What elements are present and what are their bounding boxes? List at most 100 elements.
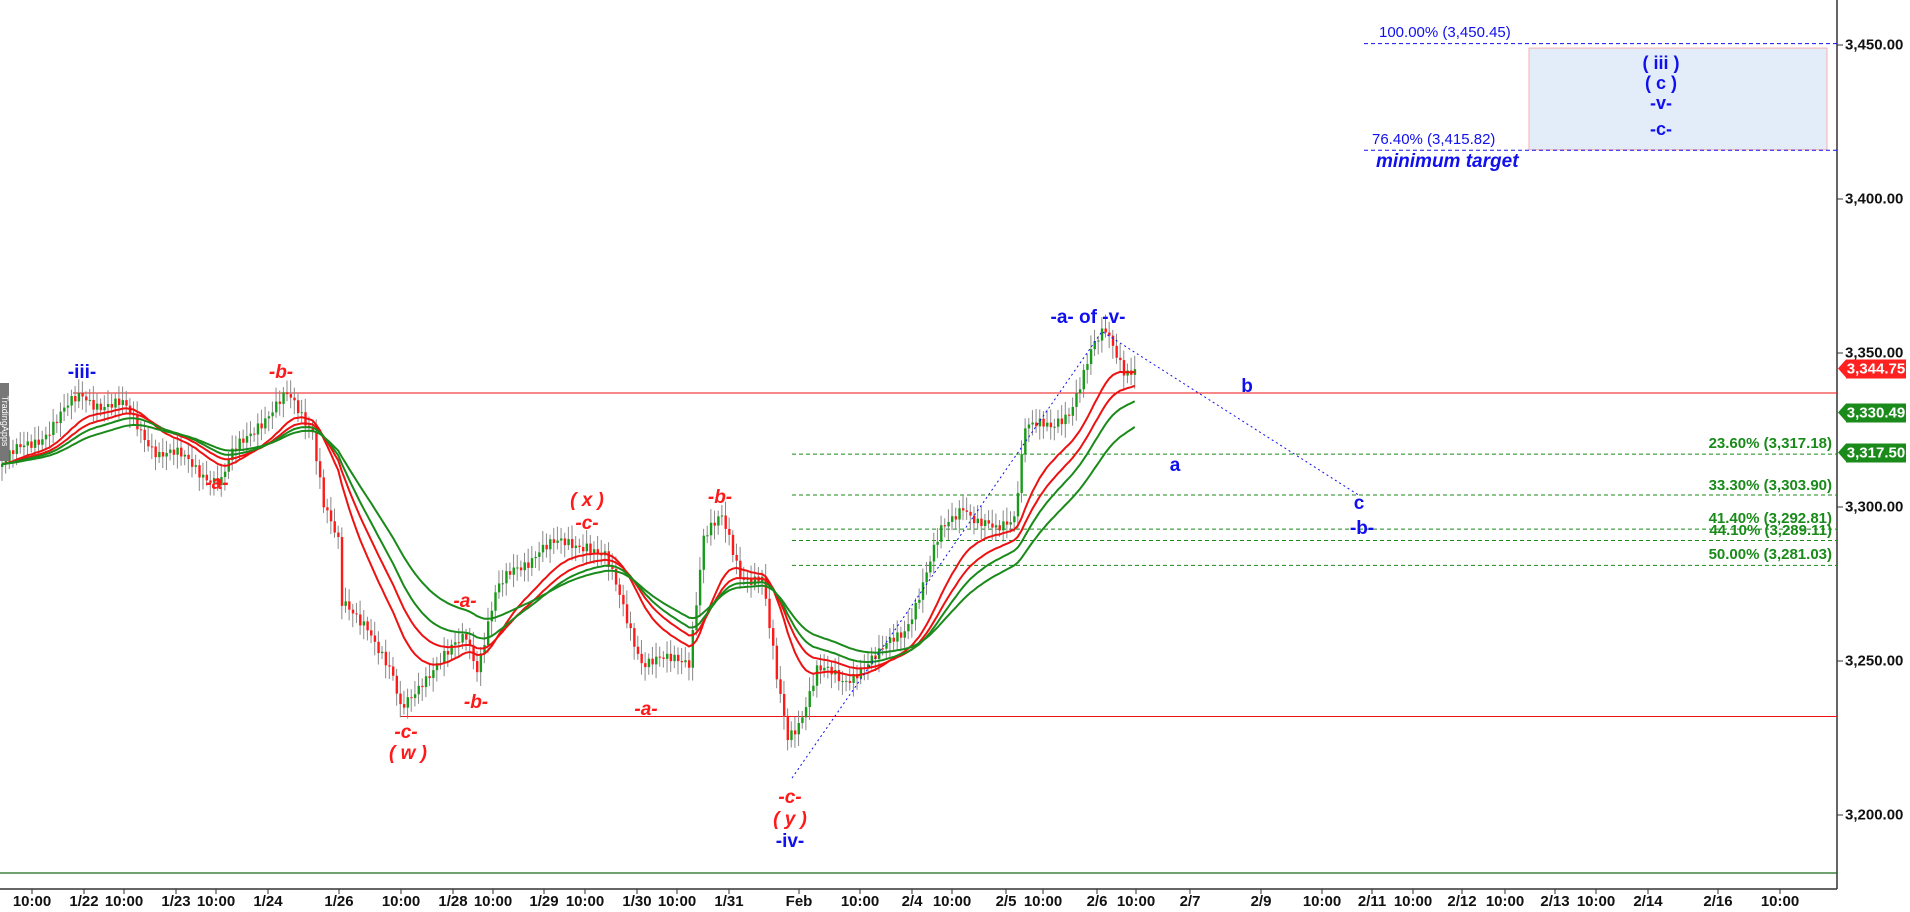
x-tick-label: 1/22 [69, 893, 99, 910]
candle-body [1035, 422, 1038, 427]
candle-body [888, 637, 892, 643]
candle-body [768, 598, 771, 629]
candle-body [793, 730, 797, 735]
candle-body [11, 450, 15, 454]
candle-body [70, 396, 73, 406]
candle-body [198, 465, 201, 478]
x-tick-label: 2/16 [1703, 893, 1733, 910]
candle-body [359, 614, 362, 626]
x-tick-label: 10:00 [1393, 893, 1433, 910]
candle-body [790, 730, 793, 741]
wave-label: b [1241, 376, 1253, 397]
candle-body [523, 562, 526, 571]
x-tick-label: 2/11 [1357, 893, 1387, 910]
candle-body [1089, 349, 1093, 365]
candle-body [607, 551, 610, 567]
candle-body [925, 572, 928, 583]
candle-body [318, 461, 322, 478]
y-tick-label: 3,300.00 [1845, 498, 1904, 516]
candle-body [852, 674, 855, 683]
candle-body [508, 571, 512, 575]
candle-body [998, 525, 1001, 531]
candle-body [720, 515, 724, 517]
candle-body [315, 432, 318, 462]
candle-body [33, 439, 37, 448]
candle-body [4, 460, 8, 464]
candle-body [1031, 422, 1034, 425]
candle-body [592, 549, 596, 554]
candle-body [249, 433, 252, 437]
x-tick-label: 2/5 [995, 893, 1017, 910]
candle-body [253, 433, 256, 435]
x-tick-label: 1/26 [324, 893, 354, 910]
candle-body [161, 452, 165, 457]
candle-body [618, 584, 621, 595]
candle-body [194, 465, 198, 467]
candle-body [41, 439, 44, 445]
y-tick-label: 3,400.00 [1845, 190, 1904, 208]
x-tick-label: 10:00 [381, 893, 421, 910]
ma-red-fast [1, 370, 1135, 677]
x-tick-label: 1/23 [161, 893, 191, 910]
ma-green-slow [1, 423, 1136, 654]
fib-label: 23.60% (3,317.18) [1708, 435, 1832, 452]
candle-body [666, 653, 669, 659]
candle-body [205, 474, 209, 481]
candle-body [903, 631, 906, 638]
wave-label: ( c ) [1644, 73, 1677, 93]
candle-body [180, 447, 183, 457]
candle-body [614, 568, 618, 585]
candle-body [534, 556, 537, 559]
candle-body [947, 521, 950, 527]
wave-label: ( y ) [773, 809, 807, 830]
candle-body [936, 541, 939, 545]
candle-body [377, 641, 380, 654]
y-tick-label: 3,250.00 [1845, 652, 1904, 670]
candle-body [457, 642, 461, 644]
candle-body [125, 400, 128, 406]
candle-body [929, 561, 932, 573]
candle-body [245, 436, 249, 443]
candle-body [286, 392, 289, 395]
candle-body [1053, 426, 1056, 428]
candle-body [114, 398, 117, 408]
candle-body [651, 658, 654, 665]
candle-body [676, 654, 680, 662]
x-tick-label: 10:00 [473, 893, 513, 910]
candle-body [30, 441, 33, 448]
x-tick-label: 10:00 [104, 893, 144, 910]
candle-body [684, 660, 687, 663]
candle-body [815, 665, 819, 686]
candle-body [951, 516, 954, 522]
candle-body [932, 544, 936, 562]
candle-body [132, 414, 135, 416]
candle-body [479, 653, 483, 673]
candle-body [1075, 393, 1078, 407]
candle-body [797, 722, 800, 735]
candle-body [158, 452, 161, 458]
candle-body [962, 508, 965, 511]
target-zone-box [1528, 47, 1828, 151]
candle-body [1042, 418, 1045, 427]
candle-body [812, 685, 815, 692]
candle-body [782, 693, 786, 716]
wave-label: -iv- [775, 831, 805, 852]
candle-body [731, 534, 735, 555]
side-tab-label: TradingApps [0, 395, 9, 447]
ma-slow-price-label: 3,317.50 [1838, 443, 1906, 463]
candle-body [972, 515, 976, 524]
candle-body [92, 399, 95, 410]
side-tab-tradingapps[interactable]: TradingApps [0, 383, 9, 461]
candle-body [1057, 418, 1060, 427]
x-tick-label: 10:00 [1485, 893, 1525, 910]
x-tick-label: 2/6 [1086, 893, 1108, 910]
fib-label: 41.40% (3,292.81) [1708, 510, 1832, 527]
candle-body [1067, 414, 1071, 416]
wave-label: -b- [268, 362, 294, 383]
candle-body [943, 525, 947, 527]
candle-body [845, 680, 848, 682]
candle-body [538, 552, 541, 557]
candle-body [373, 635, 377, 642]
candle-body [121, 400, 124, 406]
candle-body [1005, 521, 1009, 525]
